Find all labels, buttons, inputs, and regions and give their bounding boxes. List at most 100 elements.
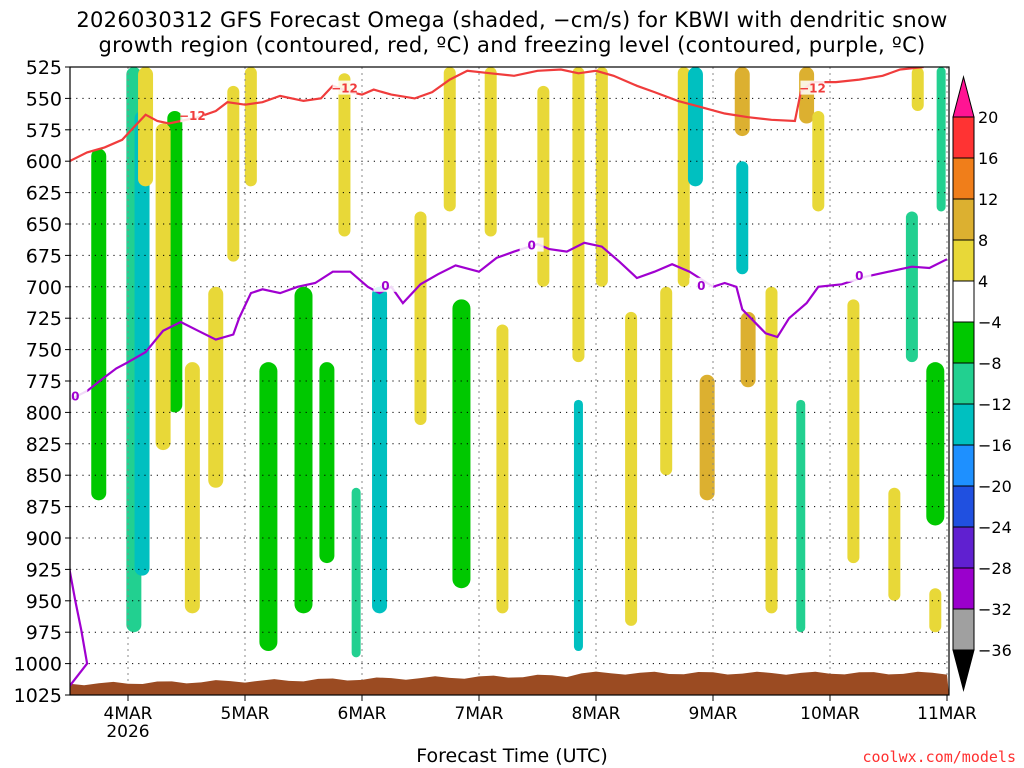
y-tick-label-1000: 1000 xyxy=(14,654,62,676)
colorbar-box-2 xyxy=(952,198,975,241)
purple-contour-line xyxy=(70,241,948,401)
colorbar-box-6 xyxy=(952,362,975,405)
colorbar: 20 16 12 8 4 −4 −8 −12 −16 −20 −24 −28 −32 −36 xyxy=(952,75,1012,692)
omega-cell-12 xyxy=(244,67,257,187)
omega-cell-21 xyxy=(537,85,550,287)
omega-cell-24 xyxy=(595,67,608,287)
red-contour-label-3: −12 xyxy=(799,82,826,96)
chart-title-line1: 2026030312 GFS Forecast Omega (shaded, −… xyxy=(76,8,948,32)
x-tick-label-9MAR: 9MAR xyxy=(689,704,738,724)
colorbar-label-4: 4 xyxy=(978,272,988,291)
omega-cell-1 xyxy=(134,110,150,576)
omega-cell-23 xyxy=(573,399,583,652)
omega-cell-15 xyxy=(351,487,361,658)
omega-cell-13 xyxy=(338,73,351,237)
colorbar-box-4 xyxy=(952,280,975,323)
omega-cell-29 xyxy=(699,374,715,501)
omega-cell-9 xyxy=(294,286,313,614)
y-tick-label-550: 550 xyxy=(26,88,62,110)
omega-cell-22 xyxy=(572,67,585,363)
colorbar-box-12 xyxy=(952,608,975,651)
purple-contour-label-3: 0 xyxy=(527,239,535,253)
colorbar-box-1 xyxy=(952,157,975,200)
omega-cell-33 xyxy=(765,286,778,614)
omega-cell-14 xyxy=(372,286,388,614)
colorbar-box-9 xyxy=(952,485,975,528)
omega-cell-6 xyxy=(184,362,200,614)
grid-layer xyxy=(70,66,949,696)
omega-cell-19 xyxy=(484,67,497,237)
colorbar-label-9: −20 xyxy=(978,477,1012,496)
y-tick-label-650: 650 xyxy=(26,214,62,236)
omega-cell-32 xyxy=(740,311,756,388)
colorbar-label-12: −32 xyxy=(978,600,1012,619)
y-tick-label-925: 925 xyxy=(26,559,62,581)
purple-contour-label-3-bg xyxy=(519,237,544,252)
omega-cell-27 xyxy=(677,67,690,287)
omega-cell-40 xyxy=(911,67,924,111)
red-contour-label-2-bg xyxy=(332,80,357,95)
colorbar-box-5 xyxy=(952,321,975,364)
colorbar-label-2: 12 xyxy=(978,190,998,209)
red-contour-label-3-bg xyxy=(800,80,825,95)
y-tick-label-1025: 1025 xyxy=(14,685,62,707)
x-tick-label-8MAR: 8MAR xyxy=(572,704,621,724)
x-tick-label-5MAR: 5MAR xyxy=(221,704,270,724)
omega-cell-17 xyxy=(443,67,456,212)
y-tick-label-725: 725 xyxy=(26,308,62,330)
contour-layer: −12 −12 −12 0 0 0 0 0 xyxy=(70,67,948,687)
red-contour-label-1-bg xyxy=(180,108,205,123)
red-contour-label-1: −12 xyxy=(179,109,206,123)
omega-cell-34 xyxy=(796,399,806,633)
omega-cell-4 xyxy=(138,67,154,187)
colorbar-box-8 xyxy=(952,444,975,487)
colorbar-top-triangle xyxy=(952,75,975,118)
colorbar-label-0: 20 xyxy=(978,108,998,127)
omega-cell-2 xyxy=(91,148,107,501)
colorbar-box-11 xyxy=(952,567,975,610)
omega-cell-31 xyxy=(734,67,750,137)
omega-cell-39 xyxy=(905,211,918,363)
x-tick-label-4MAR: 4MAR xyxy=(104,704,153,724)
omega-cell-7 xyxy=(208,286,224,488)
colorbar-label-5: −4 xyxy=(978,313,1002,332)
purple-contour-label-2-bg xyxy=(373,277,398,292)
purple-contour-label-1: 0 xyxy=(71,389,79,403)
colorbar-box-0 xyxy=(952,116,975,159)
colorbar-label-1: 16 xyxy=(978,149,998,168)
purple-contour-label-4-bg xyxy=(689,277,714,292)
y-tick-label-525: 525 xyxy=(26,57,62,79)
omega-cell-42 xyxy=(936,67,946,212)
x-tick-sublabel-4MAR: 2026 xyxy=(106,722,149,742)
omega-cell-38 xyxy=(888,487,901,601)
y-tick-label-900: 900 xyxy=(26,528,62,550)
terrain-surface xyxy=(70,671,949,695)
x-tick-label-11MAR: 11MAR xyxy=(917,704,977,724)
credit-link[interactable]: coolwx.com/models xyxy=(862,748,1016,766)
y-tick-label-850: 850 xyxy=(26,465,62,487)
omega-cell-43 xyxy=(929,588,942,633)
purple-contour-label-5: 0 xyxy=(855,269,863,283)
red-contour-label-2: −12 xyxy=(331,82,358,96)
omega-cell-20 xyxy=(496,324,509,614)
purple-contour-label-2: 0 xyxy=(381,279,389,293)
colorbar-label-7: −12 xyxy=(978,395,1012,414)
omega-cell-11 xyxy=(227,85,240,262)
colorbar-label-6: −8 xyxy=(978,354,1002,373)
purple-contour-label-5-bg xyxy=(847,267,872,282)
y-tick-label-800: 800 xyxy=(26,402,62,424)
y-tick-label-575: 575 xyxy=(26,120,62,142)
purple-contour-lower xyxy=(70,569,89,687)
colorbar-label-3: 8 xyxy=(978,231,988,250)
red-contour-line xyxy=(70,67,924,163)
y-tick-label-625: 625 xyxy=(26,183,62,205)
omega-cell-28 xyxy=(687,67,703,187)
x-tick-label-7MAR: 7MAR xyxy=(455,704,504,724)
omega-cell-36 xyxy=(812,110,825,212)
y-tick-label-750: 750 xyxy=(26,340,62,362)
y-tick-label-875: 875 xyxy=(26,497,62,519)
y-tick-label-950: 950 xyxy=(26,591,62,613)
omega-cell-10 xyxy=(319,362,335,564)
